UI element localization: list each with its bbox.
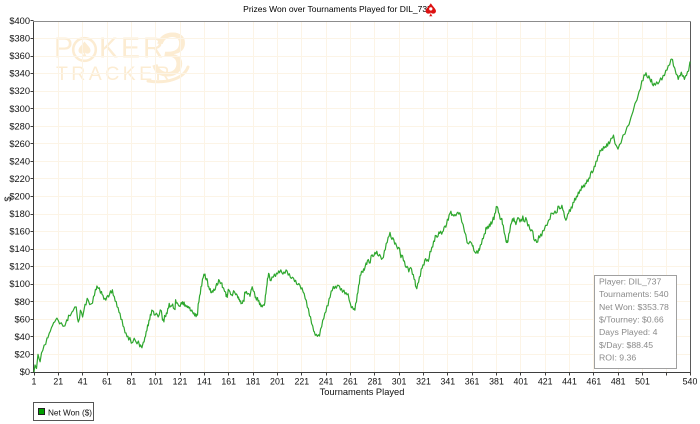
- svg-text:$: $: [3, 196, 13, 202]
- svg-text:501: 501: [635, 377, 650, 387]
- svg-text:Tournaments: 540: Tournaments: 540: [599, 289, 669, 299]
- svg-text:$200: $200: [9, 192, 30, 202]
- svg-text:461: 461: [587, 377, 602, 387]
- svg-text:Net Won ($): Net Won ($): [48, 409, 92, 418]
- svg-text:341: 341: [440, 377, 455, 387]
- svg-text:221: 221: [294, 377, 309, 387]
- svg-text:$80: $80: [14, 297, 30, 307]
- svg-text:$100: $100: [9, 279, 30, 289]
- svg-text:$320: $320: [9, 86, 30, 96]
- svg-text:Net Won: $353.78: Net Won: $353.78: [599, 302, 669, 312]
- svg-text:261: 261: [343, 377, 358, 387]
- svg-text:Days Played: 4: Days Played: 4: [599, 327, 658, 337]
- svg-text:$380: $380: [9, 34, 30, 44]
- svg-text:$60: $60: [14, 314, 30, 324]
- svg-text:$400: $400: [9, 16, 30, 26]
- svg-text:$/Day: $88.45: $/Day: $88.45: [599, 340, 653, 350]
- svg-text:161: 161: [221, 377, 236, 387]
- svg-text:241: 241: [319, 377, 334, 387]
- svg-text:121: 121: [173, 377, 188, 387]
- svg-text:$260: $260: [9, 139, 30, 149]
- svg-text:201: 201: [270, 377, 285, 387]
- svg-text:361: 361: [465, 377, 480, 387]
- svg-text:301: 301: [392, 377, 407, 387]
- svg-text:Prizes Won over Tournaments Pl: Prizes Won over Tournaments Played for D…: [243, 4, 432, 14]
- svg-text:$240: $240: [9, 156, 30, 166]
- svg-text:$220: $220: [9, 174, 30, 184]
- svg-text:$280: $280: [9, 121, 30, 131]
- svg-text:3: 3: [151, 21, 185, 90]
- svg-text:1: 1: [32, 377, 37, 387]
- svg-text:Tournaments Played: Tournaments Played: [320, 387, 405, 397]
- svg-text:61: 61: [102, 377, 112, 387]
- svg-text:$140: $140: [9, 244, 30, 254]
- svg-text:$360: $360: [9, 51, 30, 61]
- svg-text:$340: $340: [9, 69, 30, 79]
- svg-text:421: 421: [538, 377, 553, 387]
- svg-text:$120: $120: [9, 262, 30, 272]
- svg-text:$300: $300: [9, 104, 30, 114]
- svg-text:Player: DIL_737: Player: DIL_737: [599, 277, 661, 287]
- svg-text:41: 41: [78, 377, 88, 387]
- svg-text:540: 540: [683, 377, 698, 387]
- svg-text:$160: $160: [9, 227, 30, 237]
- svg-text:441: 441: [562, 377, 577, 387]
- svg-text:81: 81: [127, 377, 137, 387]
- svg-text:$180: $180: [9, 209, 30, 219]
- svg-text:481: 481: [611, 377, 626, 387]
- svg-text:141: 141: [197, 377, 212, 387]
- svg-text:181: 181: [246, 377, 261, 387]
- svg-text:P: P: [54, 33, 75, 65]
- svg-text:21: 21: [53, 377, 63, 387]
- svg-text:101: 101: [148, 377, 163, 387]
- svg-text:ROI: 9.36: ROI: 9.36: [599, 352, 636, 362]
- svg-text:$40: $40: [14, 332, 30, 342]
- svg-text:401: 401: [513, 377, 528, 387]
- svg-text:$0: $0: [20, 367, 30, 377]
- svg-text:$/Tourney: $0.66: $/Tourney: $0.66: [599, 314, 664, 324]
- svg-text:$20: $20: [14, 349, 30, 359]
- svg-text:281: 281: [367, 377, 382, 387]
- svg-text:381: 381: [489, 377, 504, 387]
- svg-text:321: 321: [416, 377, 431, 387]
